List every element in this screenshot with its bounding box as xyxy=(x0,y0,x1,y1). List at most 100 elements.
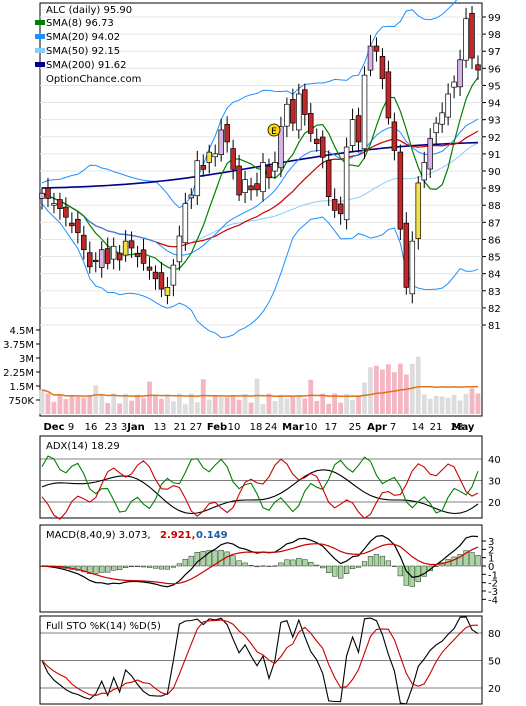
legend-swatch-sma8 xyxy=(35,20,45,25)
candle-body xyxy=(355,115,362,143)
candle-body xyxy=(421,162,427,181)
macd-tick-label: -2 xyxy=(488,579,498,590)
legend-swatch-sma50 xyxy=(35,48,45,53)
candle-body xyxy=(313,138,320,144)
legend-source: OptionChance.com xyxy=(46,74,141,85)
volume-bar xyxy=(368,367,373,414)
x-tick-label: May xyxy=(452,422,475,433)
price-y-axis: 81 82 83 84 85 86 87 88 89 90 91 92 93 94 95 96 97 98 99 xyxy=(482,13,501,332)
candle-body xyxy=(110,245,117,260)
macd-histogram-bar xyxy=(176,563,182,567)
macd-histogram-bar xyxy=(355,565,362,568)
volume-bar xyxy=(129,400,134,414)
volume-bar xyxy=(338,402,344,414)
volume-bar xyxy=(87,395,93,414)
volume-bar xyxy=(314,400,320,414)
volume-bar xyxy=(391,372,397,414)
volume-bar xyxy=(439,396,445,414)
sto-d-line xyxy=(41,619,479,697)
macd-histogram-bar xyxy=(332,565,338,577)
volume-bar xyxy=(81,397,87,414)
adx-tick-label: 30 xyxy=(488,477,501,488)
macd-histogram-bar xyxy=(451,556,457,567)
macd-histogram-bar xyxy=(188,555,194,567)
candle-body xyxy=(164,287,171,296)
macd-histogram-bar xyxy=(272,565,278,567)
price-tick-label: 82 xyxy=(488,304,501,315)
macd-histogram-bar xyxy=(344,565,350,574)
volume-bar xyxy=(409,363,415,414)
volume-bar xyxy=(111,393,117,414)
candle-body xyxy=(397,151,404,230)
macd-histogram-bar xyxy=(212,550,218,567)
macd-tick-label: 1 xyxy=(488,554,494,565)
x-tick-label: 27 xyxy=(190,422,203,433)
x-tick-label: Feb xyxy=(207,422,227,433)
volume-tick-label: 2.25M xyxy=(3,368,34,379)
bollinger-upper-line xyxy=(41,0,458,209)
volume-bar xyxy=(230,395,236,414)
candle-body xyxy=(182,203,189,244)
volume-bar xyxy=(194,402,200,414)
candle-body xyxy=(158,272,165,290)
adx-tick-label: 20 xyxy=(488,498,501,509)
candle-body xyxy=(302,89,308,115)
x-tick-label: 14 xyxy=(412,422,425,433)
volume-bar xyxy=(427,398,433,414)
candle-body xyxy=(469,12,475,59)
candle-body xyxy=(266,165,272,179)
candle-body xyxy=(206,151,212,163)
volume-bar xyxy=(63,399,69,414)
candle-body xyxy=(140,249,147,264)
x-tick-label: 23 xyxy=(105,422,118,433)
x-tick-label: Dec xyxy=(43,422,64,433)
legend-sma20: SMA(20) 94.02 xyxy=(46,32,120,43)
macd-histogram-value: 0.149 xyxy=(196,530,228,541)
volume-bar xyxy=(123,393,129,414)
volume-bar xyxy=(332,393,338,414)
volume-bar xyxy=(272,401,278,414)
volume-bar xyxy=(421,394,427,414)
macd-histogram-bar xyxy=(320,565,326,569)
candle-body xyxy=(122,240,129,256)
x-tick-label: 17 xyxy=(325,422,338,433)
candle-body xyxy=(439,112,445,125)
candle-body xyxy=(254,183,260,191)
sto-tick-label: 20 xyxy=(488,684,501,695)
price-tick-label: 88 xyxy=(488,201,501,212)
macd-histogram-bar xyxy=(397,565,403,577)
plus-di-line xyxy=(41,455,479,514)
x-tick-label: 21 xyxy=(430,422,443,433)
volume-bar xyxy=(176,393,182,414)
volume-y-axis: 4.5M 3.75M 3M 2.25M 1.5M 750K xyxy=(3,326,40,407)
macd-histogram-bar xyxy=(182,558,188,567)
macd-histogram-bar xyxy=(230,555,236,567)
macd-histogram-bar xyxy=(385,560,392,567)
candlesticks xyxy=(39,6,481,305)
volume-bar xyxy=(451,394,457,414)
macd-tick-label: 2 xyxy=(488,545,494,556)
volume-bar xyxy=(218,397,224,414)
macd-histogram-bar xyxy=(302,559,308,567)
sto-k-line xyxy=(41,616,479,705)
macd-histogram-bar xyxy=(81,565,87,573)
candle-body xyxy=(194,160,201,197)
macd-histogram-bar xyxy=(314,564,320,567)
volume-bar xyxy=(57,394,63,414)
volume-bar xyxy=(93,385,99,414)
legend-sma200: SMA(200) 91.62 xyxy=(46,60,127,71)
price-tick-label: 92 xyxy=(488,133,501,144)
volume-bar xyxy=(117,403,123,414)
volume-bar xyxy=(254,378,260,414)
sto-title: Full STO %K(14) %D(5) xyxy=(46,621,161,632)
macd-histogram-bar xyxy=(290,559,296,567)
macd-histogram-bar xyxy=(254,565,260,568)
volume-bar xyxy=(266,393,272,414)
price-panel-frame xyxy=(39,2,483,417)
volume-bar xyxy=(45,393,51,414)
price-tick-label: 94 xyxy=(488,99,501,110)
price-tick-label: 91 xyxy=(488,150,501,161)
candle-body xyxy=(373,45,380,52)
price-tick-label: 90 xyxy=(488,167,501,178)
